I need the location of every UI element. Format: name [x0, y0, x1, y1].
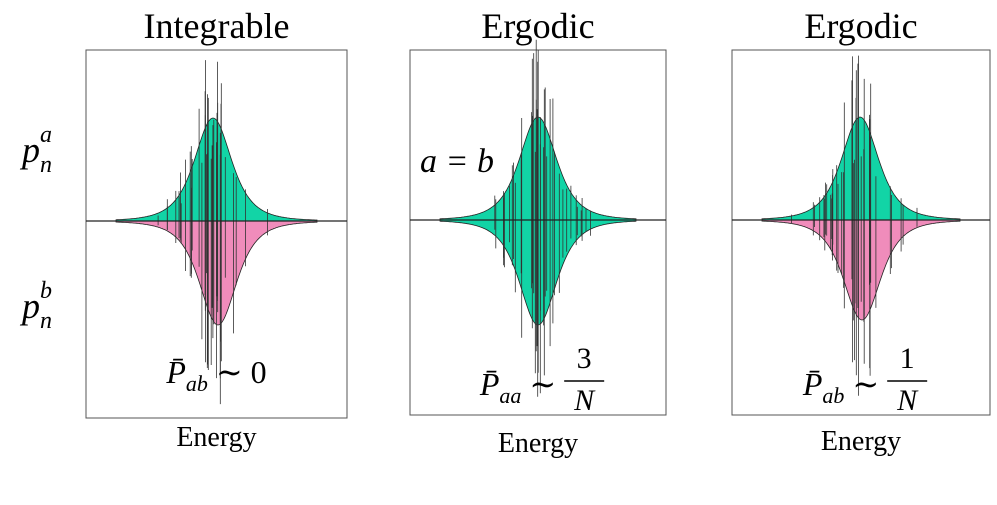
panel: Integrable P̄ab ∼ 0 Energy: [85, 6, 348, 453]
formula-subscript: aa: [499, 383, 521, 408]
x-axis-label: Energy: [498, 428, 578, 459]
formula-symbol: P̄: [479, 366, 500, 402]
panel-frame: [85, 49, 348, 419]
formula-relation: ∼: [529, 366, 556, 402]
panel-frame: [731, 49, 991, 416]
fraction-numerator: 1: [900, 342, 915, 375]
fraction-numerator: 3: [577, 342, 592, 375]
row-label: pna pnb: [19, 122, 52, 334]
formula-relation: ∼: [852, 366, 879, 402]
row-label-a: pna: [19, 122, 52, 178]
formula-symbol: P̄: [802, 366, 823, 402]
formula-symbol: P̄: [165, 354, 186, 390]
subscript: n: [40, 152, 52, 178]
formula: P̄ab ∼: [802, 366, 879, 408]
formula-relation: ∼: [216, 354, 243, 390]
annotation: a = b: [420, 143, 494, 180]
subscript: n: [40, 308, 52, 334]
fraction-denominator: N: [896, 384, 919, 417]
formula: P̄aa ∼: [479, 366, 556, 408]
symbol: p: [19, 286, 40, 326]
fraction-denominator: N: [573, 384, 596, 417]
superscript: b: [40, 278, 52, 304]
panel: Ergodic a = b P̄aa ∼ 3 N Energy: [409, 6, 667, 459]
x-axis-label: Energy: [821, 426, 901, 457]
formula: P̄ab ∼ 0: [165, 354, 266, 396]
formula-value: 0: [251, 354, 267, 390]
panel-title: Integrable: [144, 6, 290, 46]
x-axis-label: Energy: [176, 422, 256, 453]
symbol: p: [19, 130, 40, 170]
formula-subscript: ab: [822, 383, 844, 408]
formula-subscript: ab: [186, 371, 208, 396]
panel-title: Ergodic: [481, 6, 594, 46]
panel-title: Ergodic: [804, 6, 917, 46]
panel: Ergodic P̄ab ∼ 1 N Energy: [731, 6, 991, 457]
row-label-b: pnb: [19, 278, 52, 334]
superscript: a: [40, 122, 52, 148]
